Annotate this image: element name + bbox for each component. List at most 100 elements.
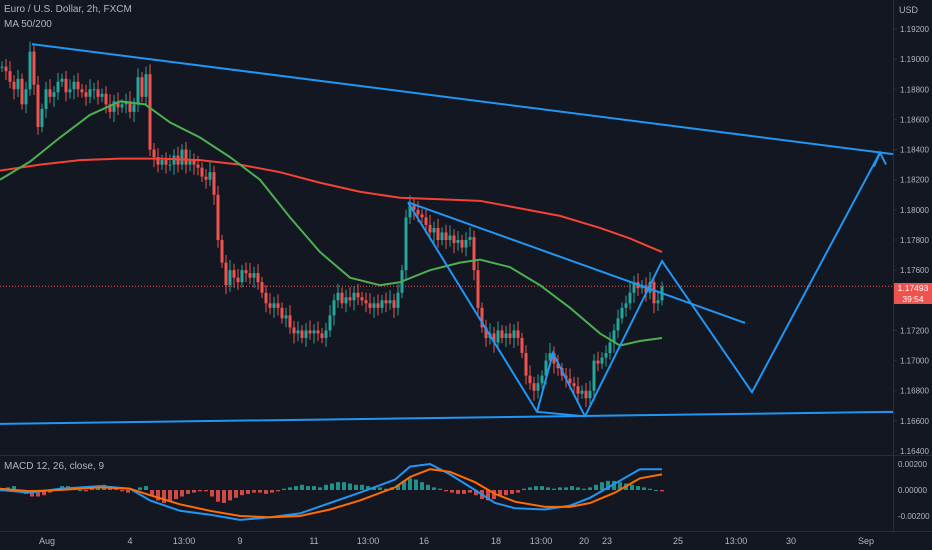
candle-body [244,270,248,274]
time-tick-label: 18 [491,536,501,546]
price-tick-label: 1.17600 [900,266,929,275]
candle-body [24,89,28,105]
zigzag-2 [536,350,586,417]
time-tick-label: Sep [858,536,874,546]
macd-histogram-bar [210,490,214,497]
macd-histogram-bar [186,490,190,494]
price-tick-label: 1.19000 [900,55,929,64]
macd-histogram-bar [408,478,412,490]
macd-histogram-bar [648,488,652,490]
candle-body [100,93,104,97]
candle-body [264,292,268,304]
candle-body [136,77,140,105]
candle-body [364,300,368,304]
candle-body [20,78,24,105]
symbol-title[interactable]: Euro / U.S. Dollar, 2h, FXCM [4,4,132,15]
macd-histogram-bar [570,486,574,490]
macd-histogram-bar [660,490,664,492]
price-tick-label: 1.18400 [900,146,929,155]
macd-histogram-bar [354,484,358,490]
candle-body [580,390,584,394]
candle-body [232,270,236,278]
macd-histogram-bar [630,484,634,490]
candle-body [240,270,244,283]
candle-body [48,89,52,97]
candle-body [308,330,312,334]
macd-histogram-bar [192,490,196,493]
candle-body [448,235,452,240]
candle-body [540,375,544,384]
candle-body [436,227,440,240]
macd-histogram-bar [420,482,424,490]
macd-histogram-bar [498,490,502,497]
candle-body [272,303,276,308]
candle-body [36,84,40,127]
candle-body [52,92,56,97]
candle-body [552,353,556,364]
candle-body [276,303,280,308]
price-tick-label: 1.18200 [900,176,929,185]
macd-histogram-bar [78,490,82,491]
macd-histogram-bar [636,486,640,490]
zigzag-1 [407,152,881,418]
candle-body [476,270,480,308]
candle-body [548,353,552,361]
macd-histogram-bar [168,490,172,502]
candle-body [188,160,192,165]
macd-indicator-label[interactable]: MACD 12, 26, close, 9 [4,461,105,472]
candle-body [480,307,484,328]
macd-histogram-bar [324,484,328,490]
ma-indicator-label[interactable]: MA 50/200 [4,19,52,30]
macd-histogram-bar [582,488,586,490]
candle-body [236,277,240,283]
candle-body [44,89,48,109]
candle-body [496,330,500,343]
macd-histogram-bar [174,490,178,500]
macd-histogram-bar [156,490,160,501]
candle-body [544,360,548,376]
macd-histogram-bar [606,480,610,490]
candle-body [368,303,372,308]
candle-body [300,330,304,338]
macd-histogram-bar [12,486,16,490]
macd-histogram-bar [126,490,130,493]
macd-histogram-bar [282,488,286,490]
macd-histogram-bar [228,490,232,501]
last-price-value: 1.17493 [897,283,929,293]
candle-body [508,333,512,338]
candle-body [4,66,8,72]
candle-body [148,74,152,150]
time-tick-label: 13:00 [357,536,380,546]
macd-histogram-bar [426,484,430,490]
macd-histogram-bar [492,490,496,500]
macd-histogram-bar [576,487,580,490]
currency-label: USD [899,5,919,15]
candle-body [0,66,4,68]
macd-histogram-bar [138,487,142,490]
candle-body [516,330,520,338]
candle-body [412,205,416,210]
candle-body [592,360,596,391]
candle-body [12,81,16,90]
candle-body [160,160,164,165]
candle-body [624,303,628,308]
candle-body [304,330,308,338]
candle-body [32,51,36,85]
arrowhead [873,150,887,167]
macd-histogram-bar [114,488,118,490]
candle-body [92,89,96,91]
candle-body [88,89,92,97]
bar-countdown: 39:54 [902,293,924,304]
macd-histogram-bar [594,484,598,490]
macd-histogram-bar [558,487,562,490]
candle-body [404,217,408,271]
candle-body [472,236,476,271]
macd-histogram-bar [84,490,88,492]
time-tick-label: 23 [602,536,612,546]
candle-body [524,353,528,376]
candle-body [528,375,532,384]
candle-body [332,300,336,316]
candle-body [612,330,616,343]
ma50-line [0,100,663,347]
